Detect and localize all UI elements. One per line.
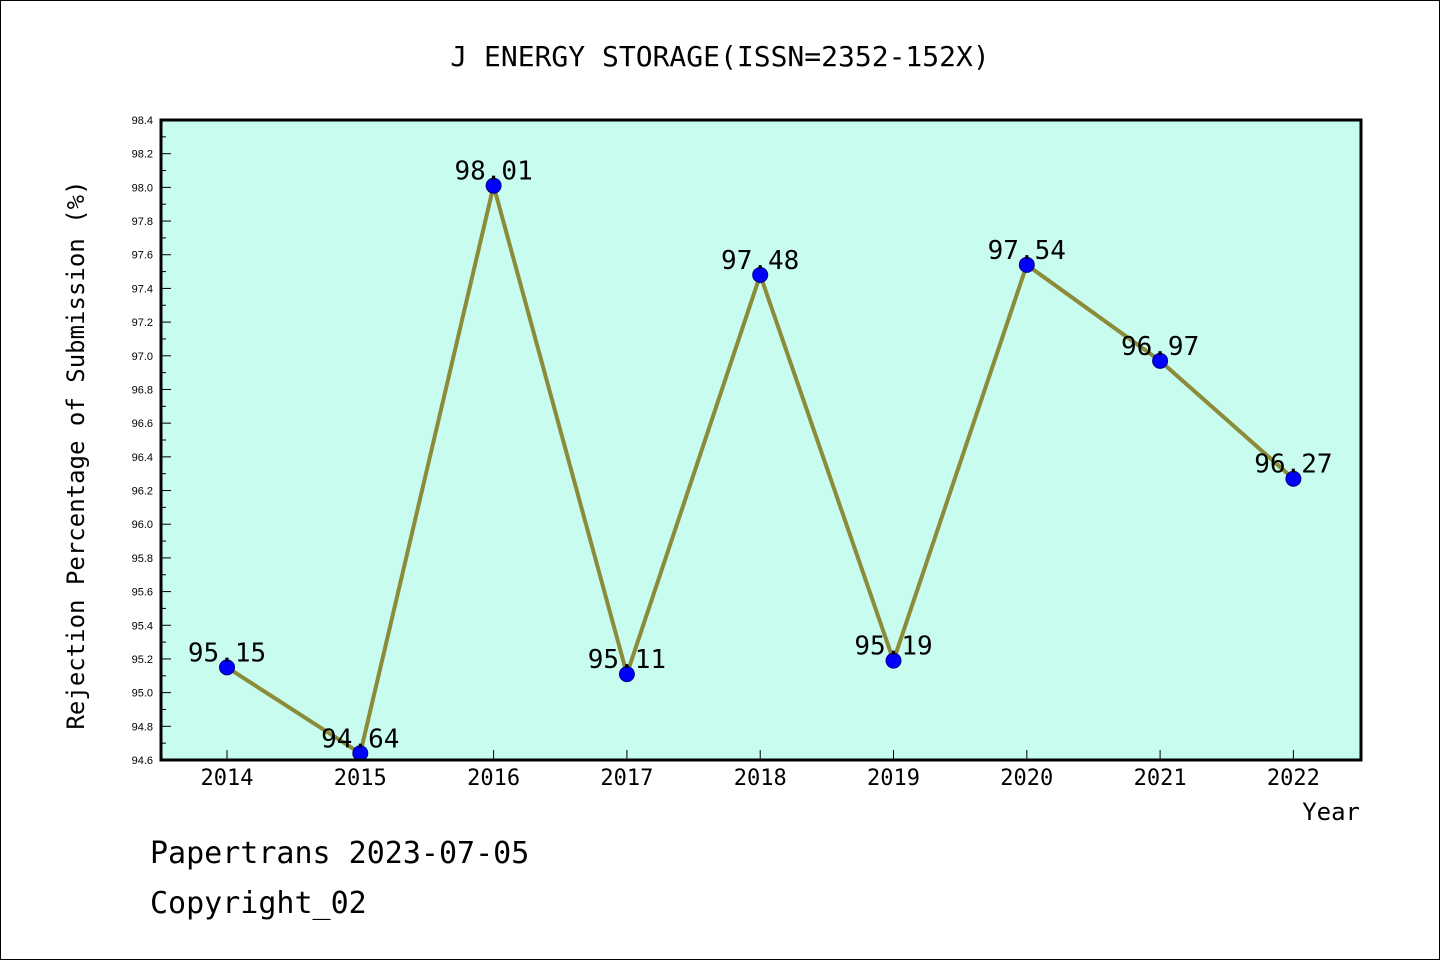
data-label-2017: 95.11 bbox=[588, 645, 666, 675]
y-tick-label-95.0: 95.0 bbox=[132, 688, 153, 700]
plot-border bbox=[159, 118, 1363, 762]
data-point-2016 bbox=[485, 177, 502, 194]
data-point-2018 bbox=[752, 266, 769, 283]
y-tick-label-96.8: 96.8 bbox=[132, 384, 153, 396]
data-labels: 95.15 94.64 98.01 95.11 97.48 95.19 97.54 96.97… bbox=[188, 157, 1333, 755]
plot-area bbox=[161, 120, 1361, 760]
data-label-2020: 97.54 bbox=[988, 236, 1066, 266]
data-label-2018: 97.48 bbox=[721, 246, 799, 276]
y-tick-label-97.6: 97.6 bbox=[132, 250, 153, 262]
data-point-2021 bbox=[1152, 352, 1169, 369]
chart-title: J ENERGY STORAGE(ISSN=2352-152X) bbox=[450, 40, 989, 73]
y-tick-label-95.4: 95.4 bbox=[132, 620, 153, 632]
y-tick-label-96.6: 96.6 bbox=[132, 418, 153, 430]
y-tick-label-96.2: 96.2 bbox=[132, 486, 153, 498]
data-label-2021: 96.97 bbox=[1121, 332, 1199, 362]
y-tick-label-98.2: 98.2 bbox=[132, 149, 153, 161]
y-tick-label-95.6: 95.6 bbox=[132, 587, 153, 599]
data-point-2022 bbox=[1285, 470, 1302, 487]
data-point-2014 bbox=[219, 659, 235, 676]
footer-copyright: Copyright_02 bbox=[150, 886, 367, 921]
x-tick-label-2020: 2020 bbox=[1000, 766, 1053, 791]
y-tick-label-94.6: 94.6 bbox=[132, 755, 153, 767]
x-tick-label-2015: 2015 bbox=[334, 766, 387, 791]
y-tick-label-97.2: 97.2 bbox=[132, 317, 153, 329]
x-tick-label-2022: 2022 bbox=[1267, 766, 1320, 791]
y-axis: 94.6 94.8 95.0 95.2 95.4 95.6 95.8 96.0 96.2 96.4… bbox=[132, 115, 171, 767]
y-tick-label-97.0: 97.0 bbox=[132, 351, 153, 363]
x-tick-label-2014: 2014 bbox=[201, 766, 254, 791]
y-tick-label-96.4: 96.4 bbox=[132, 452, 153, 464]
x-axis: 2014 2015 2016 2017 2018 2019 2020 2021 2022 bbox=[201, 750, 1320, 791]
data-point-2019 bbox=[885, 652, 902, 669]
y-tick-label-98.4: 98.4 bbox=[132, 115, 153, 127]
y-tick-label-95.2: 95.2 bbox=[132, 654, 153, 666]
x-tick-label-2016: 2016 bbox=[467, 766, 520, 791]
y-tick-label-95.8: 95.8 bbox=[132, 553, 153, 565]
y-tick-label-97.8: 97.8 bbox=[132, 216, 153, 228]
x-axis-label: Year bbox=[1302, 798, 1360, 826]
y-axis-label: Rejection Percentage of Submission (%) bbox=[62, 180, 90, 729]
data-label-2022: 96.27 bbox=[1254, 450, 1332, 480]
y-tick-label-98.0: 98.0 bbox=[132, 182, 153, 194]
y-tick-label-96.0: 96.0 bbox=[132, 519, 153, 531]
x-tick-label-2018: 2018 bbox=[734, 766, 787, 791]
x-tick-label-2021: 2021 bbox=[1134, 766, 1187, 791]
data-label-2019: 95.19 bbox=[854, 632, 932, 662]
data-point-2020 bbox=[1018, 256, 1035, 273]
y-tick-label-94.8: 94.8 bbox=[132, 721, 153, 733]
x-tick-label-2017: 2017 bbox=[600, 766, 653, 791]
data-label-2014: 95.15 bbox=[188, 638, 266, 668]
x-tick-label-2019: 2019 bbox=[867, 766, 920, 791]
data-label-2015: 94.64 bbox=[321, 724, 399, 754]
footer-date: Papertrans 2023-07-05 bbox=[150, 836, 529, 871]
data-label-2016: 98.01 bbox=[454, 157, 532, 187]
y-tick-label-97.4: 97.4 bbox=[132, 283, 153, 295]
data-point-2017 bbox=[618, 666, 635, 683]
